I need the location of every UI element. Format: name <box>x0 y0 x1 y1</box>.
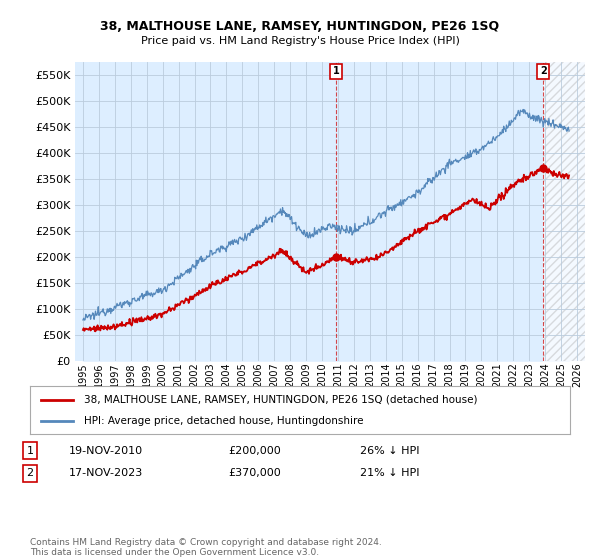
Text: 21% ↓ HPI: 21% ↓ HPI <box>360 468 419 478</box>
Text: Price paid vs. HM Land Registry's House Price Index (HPI): Price paid vs. HM Land Registry's House … <box>140 36 460 46</box>
Text: £200,000: £200,000 <box>228 446 281 456</box>
Text: Contains HM Land Registry data © Crown copyright and database right 2024.
This d: Contains HM Land Registry data © Crown c… <box>30 538 382 557</box>
Text: 19-NOV-2010: 19-NOV-2010 <box>69 446 143 456</box>
Bar <box>543 62 585 361</box>
Text: 38, MALTHOUSE LANE, RAMSEY, HUNTINGDON, PE26 1SQ: 38, MALTHOUSE LANE, RAMSEY, HUNTINGDON, … <box>100 20 500 32</box>
Text: 26% ↓ HPI: 26% ↓ HPI <box>360 446 419 456</box>
Text: HPI: Average price, detached house, Huntingdonshire: HPI: Average price, detached house, Hunt… <box>84 416 364 426</box>
Text: 1: 1 <box>26 446 34 456</box>
Text: 2: 2 <box>26 468 34 478</box>
Text: 2: 2 <box>540 66 547 76</box>
Text: £370,000: £370,000 <box>228 468 281 478</box>
Text: 38, MALTHOUSE LANE, RAMSEY, HUNTINGDON, PE26 1SQ (detached house): 38, MALTHOUSE LANE, RAMSEY, HUNTINGDON, … <box>84 395 478 405</box>
Text: 1: 1 <box>332 66 340 76</box>
Text: 17-NOV-2023: 17-NOV-2023 <box>69 468 143 478</box>
